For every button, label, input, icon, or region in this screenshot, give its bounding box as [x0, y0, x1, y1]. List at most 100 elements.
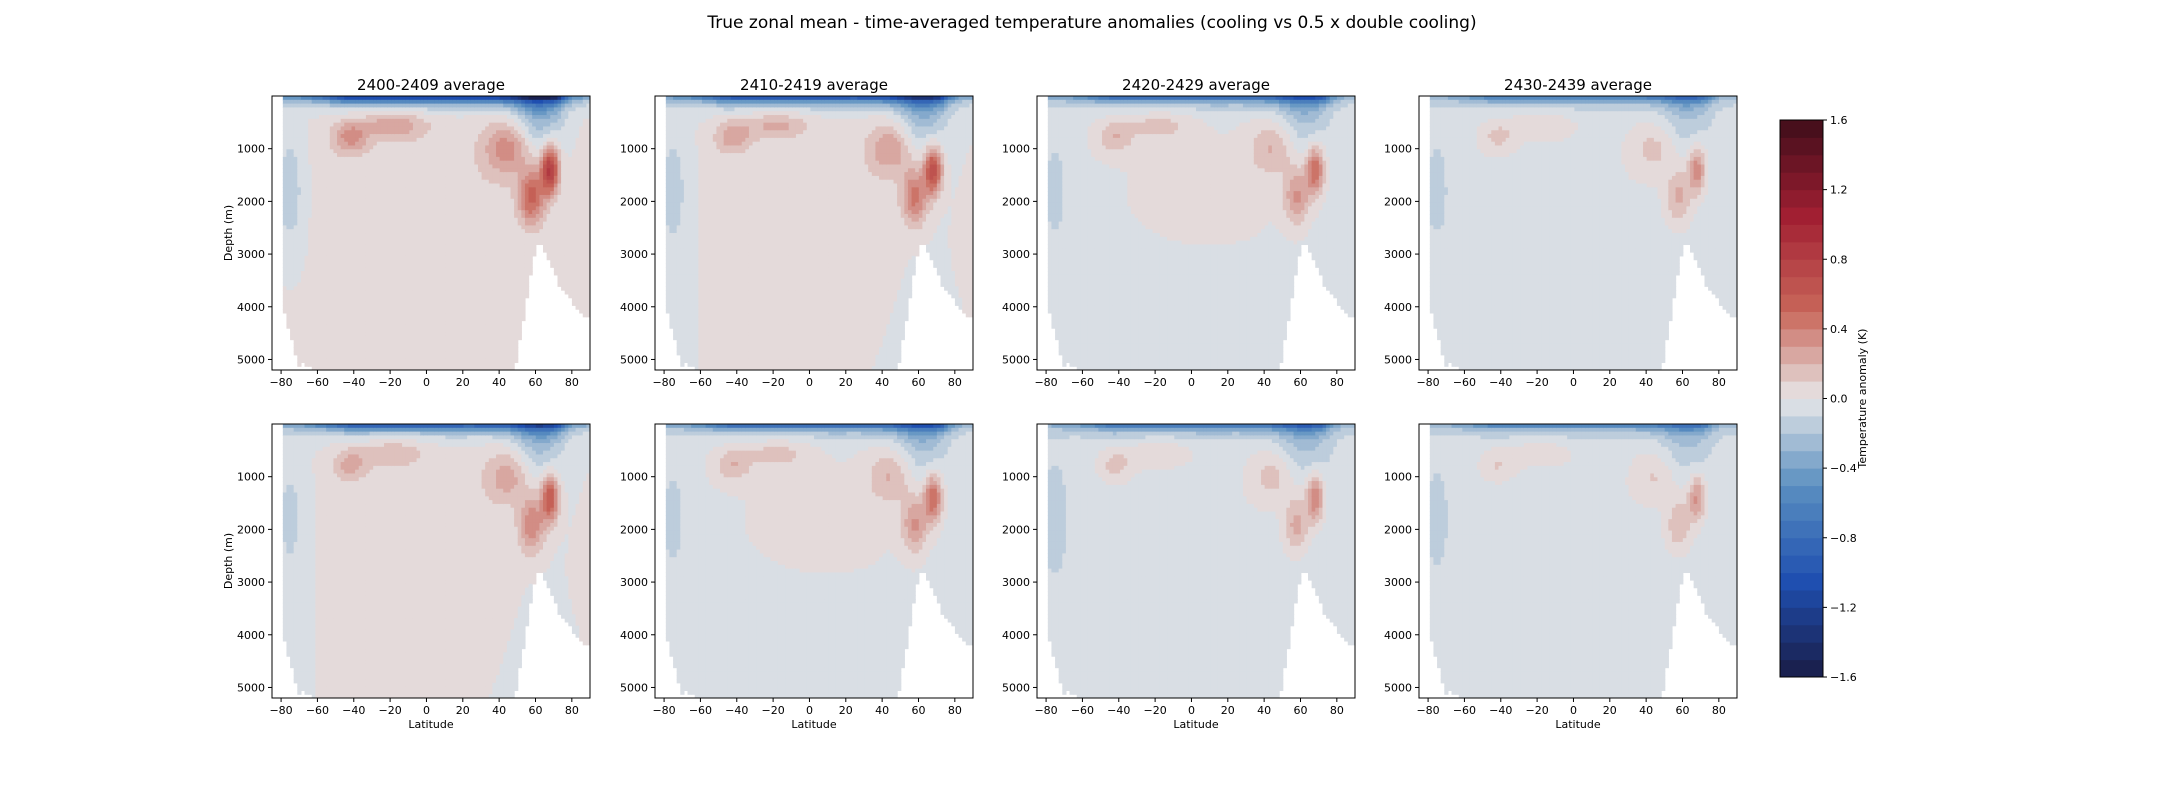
colorbar-segment	[1780, 346, 1823, 365]
x-tick-label: 20	[1603, 376, 1617, 389]
x-tick-label: 80	[565, 704, 579, 717]
y-tick-label: 2000	[237, 523, 265, 536]
y-tick-label: 2000	[1002, 523, 1030, 536]
axes-frame	[1036, 423, 1356, 699]
x-tick-label: −80	[1416, 376, 1439, 389]
x-tick-label: −20	[1526, 704, 1549, 717]
colorbar-tick-label: 0.8	[1830, 253, 1848, 266]
panels-grid: 2400-2409 average −80 −60 −40 −20 0 20 40 60 80 10…	[222, 76, 1738, 731]
colorbar-tick-label: −1.2	[1830, 601, 1857, 614]
y-tick-label: 3000	[1384, 576, 1412, 589]
y-tick-label: 3000	[620, 576, 648, 589]
x-tick-label: −20	[1144, 376, 1167, 389]
y-tick-label: 4000	[1384, 301, 1412, 314]
y-axis-label: Depth (m)	[222, 533, 235, 589]
y-tick-label: 2000	[620, 523, 648, 536]
colorbar-segment	[1780, 172, 1823, 191]
colorbar-tick-label: 1.6	[1830, 114, 1848, 127]
colorbar-tick-label: −0.8	[1830, 532, 1857, 545]
y-tick-label: 5000	[1002, 681, 1030, 694]
colorbar-tick-label: 0.0	[1830, 393, 1848, 406]
x-tick-label: −60	[1453, 376, 1476, 389]
colorbar-segment	[1780, 276, 1823, 295]
x-tick-label: 60	[1293, 704, 1307, 717]
x-tick-label: 60	[528, 704, 542, 717]
y-tick-label: 3000	[1384, 248, 1412, 261]
colorbar: −1.6 −1.2 −0.8 −0.4 0.0 0.4 0.8 1.2 1.6 Temperatu…	[1779, 114, 1869, 684]
x-tick-label: −20	[762, 704, 785, 717]
x-tick-label: −60	[306, 376, 329, 389]
x-tick-label: 60	[1293, 376, 1307, 389]
x-tick-label: −20	[1526, 376, 1549, 389]
x-tick-label: 0	[806, 376, 813, 389]
x-tick-label: −60	[1071, 704, 1094, 717]
colorbar-segment	[1780, 120, 1823, 138]
y-tick-label: 1000	[237, 143, 265, 156]
y-tick-label: 3000	[237, 248, 265, 261]
y-tick-label: 3000	[1002, 248, 1030, 261]
panel-5: −80 −60 −40 −20 0 20 40 60 80 1000 2000 3000 4000 500…	[222, 423, 591, 731]
colorbar-segment	[1780, 398, 1823, 417]
x-tick-label: −80	[269, 376, 292, 389]
colorbar-segment	[1780, 659, 1823, 678]
x-tick-label: 20	[1221, 704, 1235, 717]
x-tick-label: 60	[911, 704, 925, 717]
x-tick-label: 80	[1712, 704, 1726, 717]
heatmap-field	[272, 424, 590, 698]
x-tick-label: 20	[1221, 376, 1235, 389]
y-tick-label: 4000	[1002, 629, 1030, 642]
x-tick-label: −40	[342, 376, 365, 389]
colorbar-segment	[1780, 624, 1823, 643]
panel-2: 2410-2419 average −80 −60 −40 −20 0 20 40 60 80 10…	[620, 76, 974, 389]
y-tick-label: 5000	[1002, 353, 1030, 366]
x-tick-label: 80	[948, 704, 962, 717]
x-tick-label: −40	[1489, 376, 1512, 389]
x-tick-label: 0	[423, 376, 430, 389]
colorbar-segment	[1780, 589, 1823, 608]
x-tick-label: 40	[1257, 376, 1271, 389]
x-tick-label: 80	[1330, 376, 1344, 389]
x-tick-label: 20	[839, 704, 853, 717]
y-axis-label: Depth (m)	[222, 205, 235, 261]
x-tick-label: 20	[456, 704, 470, 717]
y-tick-label: 5000	[620, 681, 648, 694]
x-tick-label: −60	[306, 704, 329, 717]
colorbar-segment	[1780, 502, 1823, 521]
panel-7: −80 −60 −40 −20 0 20 40 60 80 1000 2000 3000 4000 500…	[1002, 423, 1356, 731]
x-tick-label: −80	[1034, 376, 1057, 389]
y-tick-label: 1000	[620, 471, 648, 484]
x-tick-label: 60	[1675, 704, 1689, 717]
x-tick-label: 60	[1675, 376, 1689, 389]
x-tick-label: 20	[456, 376, 470, 389]
colorbar-segment	[1780, 433, 1823, 452]
y-tick-label: 2000	[237, 195, 265, 208]
y-tick-label: 1000	[1384, 471, 1412, 484]
colorbar-segment	[1780, 537, 1823, 556]
x-tick-label: −40	[725, 376, 748, 389]
colorbar-tick-label: −1.6	[1830, 671, 1857, 684]
colorbar-label: Temperature anomaly (K)	[1856, 329, 1869, 470]
x-tick-label: −60	[689, 376, 712, 389]
heatmap-field	[1419, 96, 1737, 370]
colorbar-segment	[1780, 450, 1823, 469]
axes-frame	[1418, 95, 1738, 371]
heatmap-field	[1037, 424, 1355, 698]
y-tick-label: 1000	[237, 471, 265, 484]
y-tick-label: 4000	[237, 629, 265, 642]
y-tick-label: 5000	[1384, 681, 1412, 694]
panel-title: 2400-2409 average	[357, 76, 505, 94]
x-tick-label: −80	[652, 704, 675, 717]
y-tick-label: 4000	[1384, 629, 1412, 642]
x-tick-label: −40	[1489, 704, 1512, 717]
panel-title: 2410-2419 average	[740, 76, 888, 94]
colorbar-tick-label: 0.4	[1830, 323, 1848, 336]
y-tick-label: 1000	[620, 143, 648, 156]
axes-frame	[654, 95, 974, 371]
x-tick-label: 0	[1570, 704, 1577, 717]
colorbar-segment	[1780, 642, 1823, 661]
x-tick-label: 0	[423, 704, 430, 717]
x-tick-label: 0	[1188, 704, 1195, 717]
y-tick-label: 5000	[620, 353, 648, 366]
x-tick-label: 40	[1639, 704, 1653, 717]
y-tick-label: 2000	[620, 195, 648, 208]
